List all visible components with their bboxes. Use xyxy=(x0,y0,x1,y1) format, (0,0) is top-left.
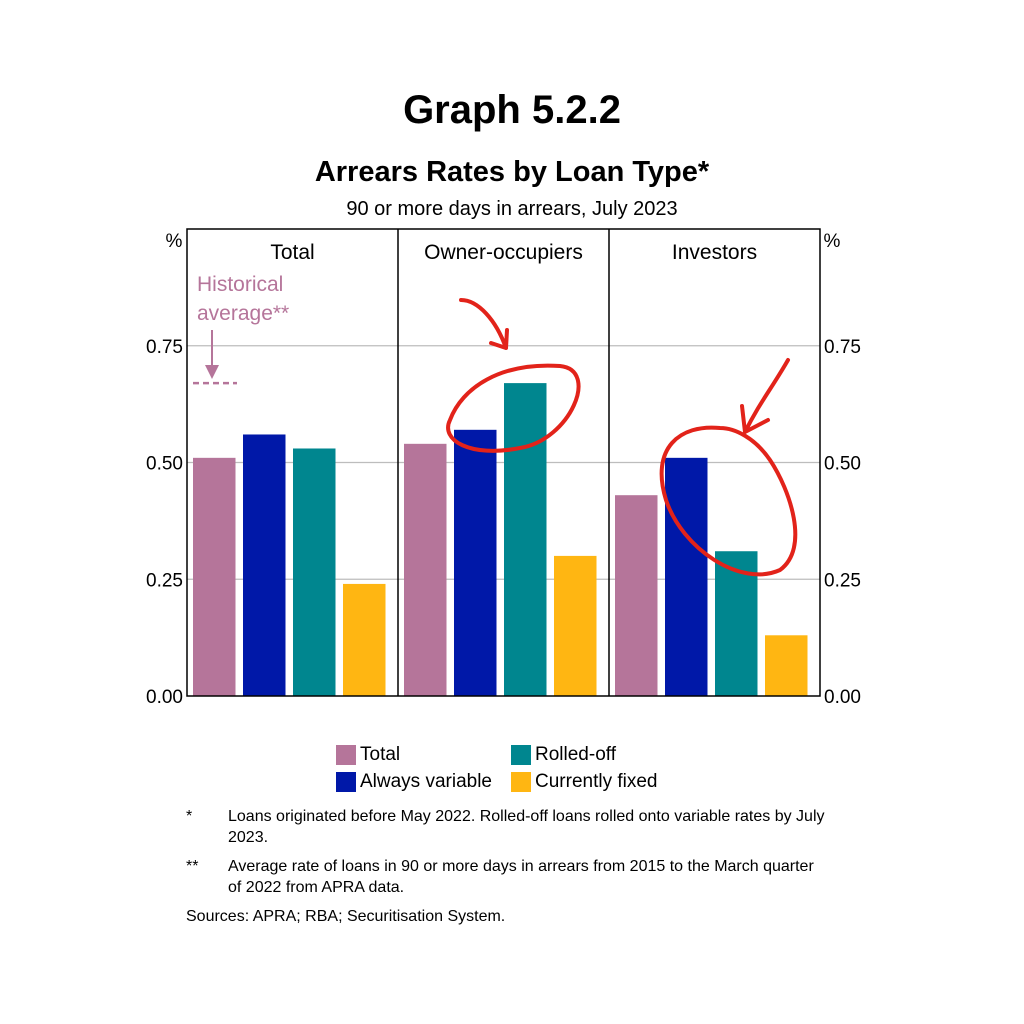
handwritten-markup xyxy=(446,298,798,577)
y-tick-label-left: 0.75 xyxy=(146,337,183,358)
legend-label-currently-fixed: Currently fixed xyxy=(535,771,658,792)
bar-investors-always-variable xyxy=(665,457,708,696)
y-tick-label-right: 0.75 xyxy=(824,337,861,358)
legend-swatch-total xyxy=(336,745,356,765)
chart-subtitle: 90 or more days in arrears, July 2023 xyxy=(346,198,678,220)
footnote-2-mark: ** xyxy=(186,858,199,875)
hand-circle-1 xyxy=(446,363,581,453)
bar-owner-occupiers-total xyxy=(404,443,447,696)
hand-circle-2 xyxy=(659,425,798,577)
footnote-1-mark: * xyxy=(186,808,193,825)
sources: Sources: APRA; RBA; Securitisation Syste… xyxy=(186,908,506,925)
bar-owner-occupiers-currently-fixed xyxy=(554,555,597,696)
annotation-arrow-head xyxy=(205,365,219,379)
legend-label-rolled-off: Rolled-off xyxy=(535,744,616,765)
legend-swatch-currently-fixed xyxy=(511,772,531,792)
graph-number: Graph 5.2.2 xyxy=(403,88,621,132)
legend-label-always-variable: Always variable xyxy=(360,771,492,792)
footnote-2-text: Average rate of loans in 90 or more days… xyxy=(228,858,814,896)
y-tick-label-right: 0.25 xyxy=(824,570,861,591)
y-unit-right: % xyxy=(824,231,841,252)
y-tick-label-left: 0.25 xyxy=(146,570,183,591)
bar-owner-occupiers-rolled-off xyxy=(504,383,547,696)
bar-total-always-variable xyxy=(243,434,286,696)
historical-average-annotation: Historical average** xyxy=(193,273,289,385)
hand-arrow-2 xyxy=(740,358,790,434)
panel-title: Owner-occupiers xyxy=(424,241,583,264)
legend-item-rolled-off: Rolled-off xyxy=(511,744,616,766)
y-unit-left: % xyxy=(166,231,183,252)
hand-arrow-1 xyxy=(459,298,509,350)
legend-item-total: Total xyxy=(336,744,400,766)
y-tick-labels: 0.00 0.00 0.25 0.25 0.50 0.50 0.75 0.75 xyxy=(146,337,861,708)
legend-swatch-always-variable xyxy=(336,772,356,792)
panel-titles: Total Owner-occupiers Investors xyxy=(270,241,757,264)
legend-swatch-rolled-off xyxy=(511,745,531,765)
y-tick-label-left: 0.00 xyxy=(146,687,183,708)
bar-investors-total xyxy=(615,495,658,696)
panel-title: Investors xyxy=(672,241,757,264)
bar-total-currently-fixed xyxy=(343,583,386,696)
y-tick-label-right: 0.50 xyxy=(824,454,861,475)
bar-total-rolled-off xyxy=(293,448,336,696)
chart-title: Arrears Rates by Loan Type* xyxy=(314,156,710,188)
panel-title: Total xyxy=(270,241,314,264)
bar-owner-occupiers-always-variable xyxy=(454,429,497,696)
footnotes: * Loans originated before May 2022. Roll… xyxy=(186,806,826,927)
bar-total-total xyxy=(193,457,236,696)
bar-investors-currently-fixed xyxy=(765,635,808,696)
footnote-2: ** Average rate of loans in 90 or more d… xyxy=(186,856,826,898)
annotation-line-2: average** xyxy=(197,302,289,325)
plot-border xyxy=(186,228,821,697)
legend-item-currently-fixed: Currently fixed xyxy=(511,771,658,793)
bars xyxy=(193,383,808,696)
plot-frame xyxy=(186,228,821,697)
y-tick-label-left: 0.50 xyxy=(146,454,183,475)
annotation-line-1: Historical xyxy=(197,273,283,296)
legend-label-total: Total xyxy=(360,744,401,765)
y-tick-label-right: 0.00 xyxy=(824,687,861,708)
legend: Total Always variable Rolled-off Current… xyxy=(336,744,716,798)
legend-item-always-variable: Always variable xyxy=(336,771,492,793)
footnote-1: * Loans originated before May 2022. Roll… xyxy=(186,806,826,848)
footnote-1-text: Loans originated before May 2022. Rolled… xyxy=(228,808,825,846)
